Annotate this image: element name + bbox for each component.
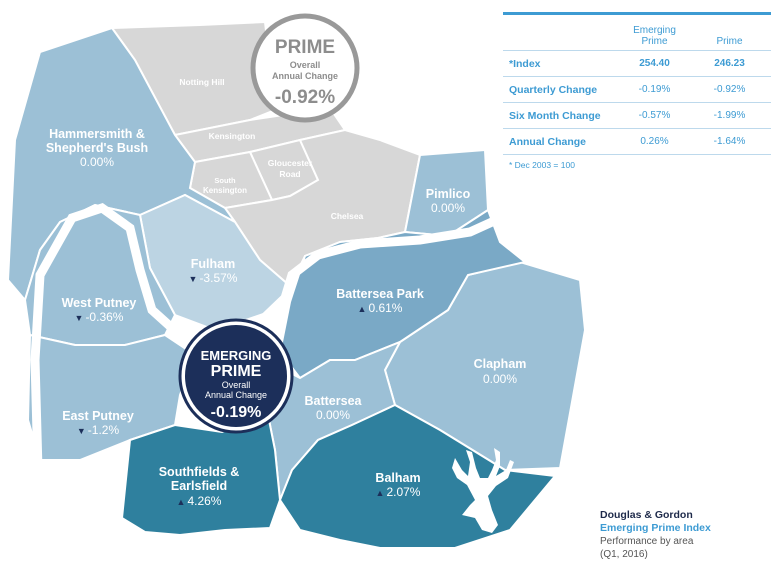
prime-badge-title: PRIME bbox=[275, 37, 335, 58]
area-southfields bbox=[120, 413, 282, 537]
value-west-putney: ▼ -0.36% bbox=[75, 310, 124, 324]
table-footnote: * Dec 2003 = 100 bbox=[509, 160, 575, 170]
arrow-down-icon: ▼ bbox=[189, 274, 198, 284]
prime-badge-value: -0.92% bbox=[275, 87, 335, 108]
label-hammersmith-1: Hammersmith & bbox=[49, 127, 145, 141]
label-clapham: Clapham bbox=[474, 357, 527, 371]
value-clapham: 0.00% bbox=[483, 372, 517, 386]
river-thames bbox=[30, 203, 497, 545]
arrow-up-icon: ▲ bbox=[177, 497, 186, 507]
label-notting-hill: Notting Hill bbox=[179, 77, 224, 87]
cell-prime: 246.23 bbox=[714, 58, 745, 69]
label-southfields-1: Southfields & bbox=[159, 465, 240, 479]
label-east-putney: East Putney bbox=[62, 409, 134, 423]
table-row: Annual Change 0.26% -1.64% bbox=[503, 129, 771, 155]
value-hammersmith: 0.00% bbox=[80, 155, 114, 169]
stag-head-icon bbox=[452, 448, 514, 533]
label-gloucester-road-1: Gloucester bbox=[268, 158, 313, 168]
value-fulham: ▼ -3.57% bbox=[189, 271, 238, 285]
label-west-putney: West Putney bbox=[62, 296, 137, 310]
credit-period: (Q1, 2016) bbox=[600, 549, 648, 560]
credit-index-name: Emerging Prime Index bbox=[600, 522, 711, 534]
label-southfields-2: Earlsfield bbox=[171, 479, 227, 493]
label-kensington: Kensington bbox=[209, 131, 256, 141]
cell-emerging: -0.19% bbox=[638, 84, 671, 95]
emerging-badge-title2: PRIME bbox=[211, 363, 262, 380]
prime-badge-sub2: Annual Change bbox=[272, 71, 338, 81]
value-east-putney: ▼ -1.2% bbox=[77, 423, 120, 437]
label-battersea-park: Battersea Park bbox=[336, 287, 424, 301]
table-row: Six Month Change -0.57% -1.99% bbox=[503, 103, 771, 129]
label-battersea: Battersea bbox=[305, 394, 363, 408]
cell-emerging: -0.57% bbox=[638, 110, 671, 121]
table-header: Emerging Prime Prime bbox=[503, 15, 771, 51]
value-southfields: ▲ 4.26% bbox=[177, 494, 222, 508]
emerging-badge-sub1: Overall bbox=[222, 380, 251, 390]
emerging-badge-value: -0.19% bbox=[211, 404, 262, 421]
emerging-prime-badge: EMERGING PRIME Overall Annual Change -0.… bbox=[178, 318, 294, 434]
table-row: Quarterly Change -0.19% -0.92% bbox=[503, 77, 771, 103]
prime-badge: PRIME Overall Annual Change -0.92% bbox=[250, 13, 360, 123]
label-balham: Balham bbox=[375, 471, 420, 485]
label-south-kensington-2: Kensington bbox=[203, 186, 247, 195]
index-table: Emerging Prime Prime *Index 254.40 246.23… bbox=[503, 12, 771, 155]
cell-emerging: 0.26% bbox=[640, 136, 669, 147]
cell-prime: -1.64% bbox=[713, 136, 746, 147]
arrow-up-icon: ▲ bbox=[376, 488, 385, 498]
table-row: *Index 254.40 246.23 bbox=[503, 51, 771, 77]
row-label: Annual Change bbox=[509, 135, 587, 148]
row-label: *Index bbox=[509, 57, 541, 70]
emerging-badge-title1: EMERGING bbox=[201, 348, 272, 363]
arrow-down-icon: ▼ bbox=[77, 426, 86, 436]
col-header-emerging-prime: Emerging Prime bbox=[633, 25, 676, 47]
label-fulham: Fulham bbox=[191, 257, 235, 271]
cell-prime: -0.92% bbox=[713, 84, 746, 95]
cell-emerging: 254.40 bbox=[639, 58, 670, 69]
value-battersea-park: ▲ 0.61% bbox=[358, 301, 403, 315]
cell-prime: -1.99% bbox=[713, 110, 746, 121]
row-label: Quarterly Change bbox=[509, 83, 598, 96]
prime-badge-sub1: Overall bbox=[290, 60, 321, 70]
value-pimlico: 0.00% bbox=[431, 201, 465, 215]
arrow-up-icon: ▲ bbox=[358, 304, 367, 314]
credit-block: Douglas & Gordon Emerging Prime Index Pe… bbox=[600, 509, 770, 561]
label-gloucester-road-2: Road bbox=[279, 169, 300, 179]
emerging-badge-sub2: Annual Change bbox=[205, 390, 267, 400]
label-chelsea: Chelsea bbox=[331, 211, 364, 221]
arrow-down-icon: ▼ bbox=[75, 313, 84, 323]
credit-description: Performance by area bbox=[600, 536, 694, 547]
label-south-kensington-1: South bbox=[214, 176, 236, 185]
value-battersea: 0.00% bbox=[316, 408, 350, 422]
row-label: Six Month Change bbox=[509, 109, 601, 122]
label-pimlico: Pimlico bbox=[426, 187, 471, 201]
value-balham: ▲ 2.07% bbox=[376, 485, 421, 499]
col-header-prime: Prime bbox=[716, 36, 743, 47]
credit-company: Douglas & Gordon bbox=[600, 509, 693, 521]
label-hammersmith-2: Shepherd's Bush bbox=[46, 141, 148, 155]
